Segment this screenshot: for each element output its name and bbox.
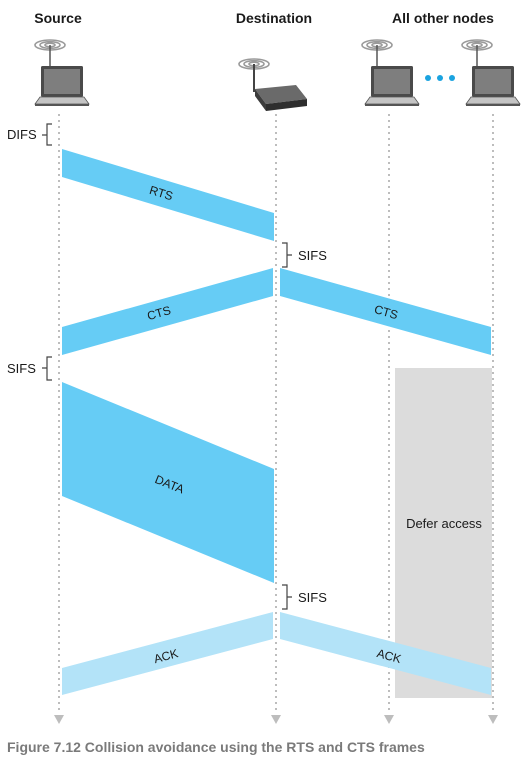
- source-header: Source: [34, 10, 82, 26]
- other-node-laptop-icon: [461, 39, 521, 107]
- difs-label: DIFS: [7, 127, 37, 142]
- sifs-bracket: [282, 584, 292, 610]
- wireless-router-icon: [238, 58, 307, 111]
- cts-frame-to-source: [62, 268, 273, 355]
- other-nodes-header: All other nodes: [392, 10, 494, 26]
- source-laptop-icon: [34, 39, 90, 107]
- rts-frame: [62, 149, 274, 241]
- other-node-laptop-icon: [361, 39, 420, 107]
- timeline-arrowheads: [54, 715, 498, 724]
- cts-frame-to-others: [280, 268, 491, 355]
- defer-access-label: Defer access: [406, 516, 482, 531]
- cts-frame-label: CTS: [373, 302, 400, 322]
- ack-frame-to-others: [280, 612, 491, 695]
- sifs-bracket: [42, 356, 52, 381]
- rts-frame-label: RTS: [148, 183, 175, 203]
- sifs-label: SIFS: [7, 361, 36, 376]
- figure-caption: Figure 7.12 Collision avoidance using th…: [7, 739, 425, 755]
- ellipsis-icon: [425, 75, 455, 81]
- cts-frame-label: CTS: [145, 303, 172, 323]
- sifs-label: SIFS: [298, 248, 327, 263]
- ack-frame-label: ACK: [152, 646, 179, 666]
- difs-bracket: [42, 123, 52, 146]
- ack-frame-label: ACK: [375, 646, 402, 666]
- timelines: [58, 114, 494, 714]
- sifs-bracket: [282, 242, 292, 268]
- defer-access-box: [395, 368, 492, 698]
- sifs-label: SIFS: [298, 590, 327, 605]
- ack-frame-to-source: [62, 612, 273, 695]
- destination-header: Destination: [236, 10, 312, 26]
- data-frame: [62, 382, 274, 583]
